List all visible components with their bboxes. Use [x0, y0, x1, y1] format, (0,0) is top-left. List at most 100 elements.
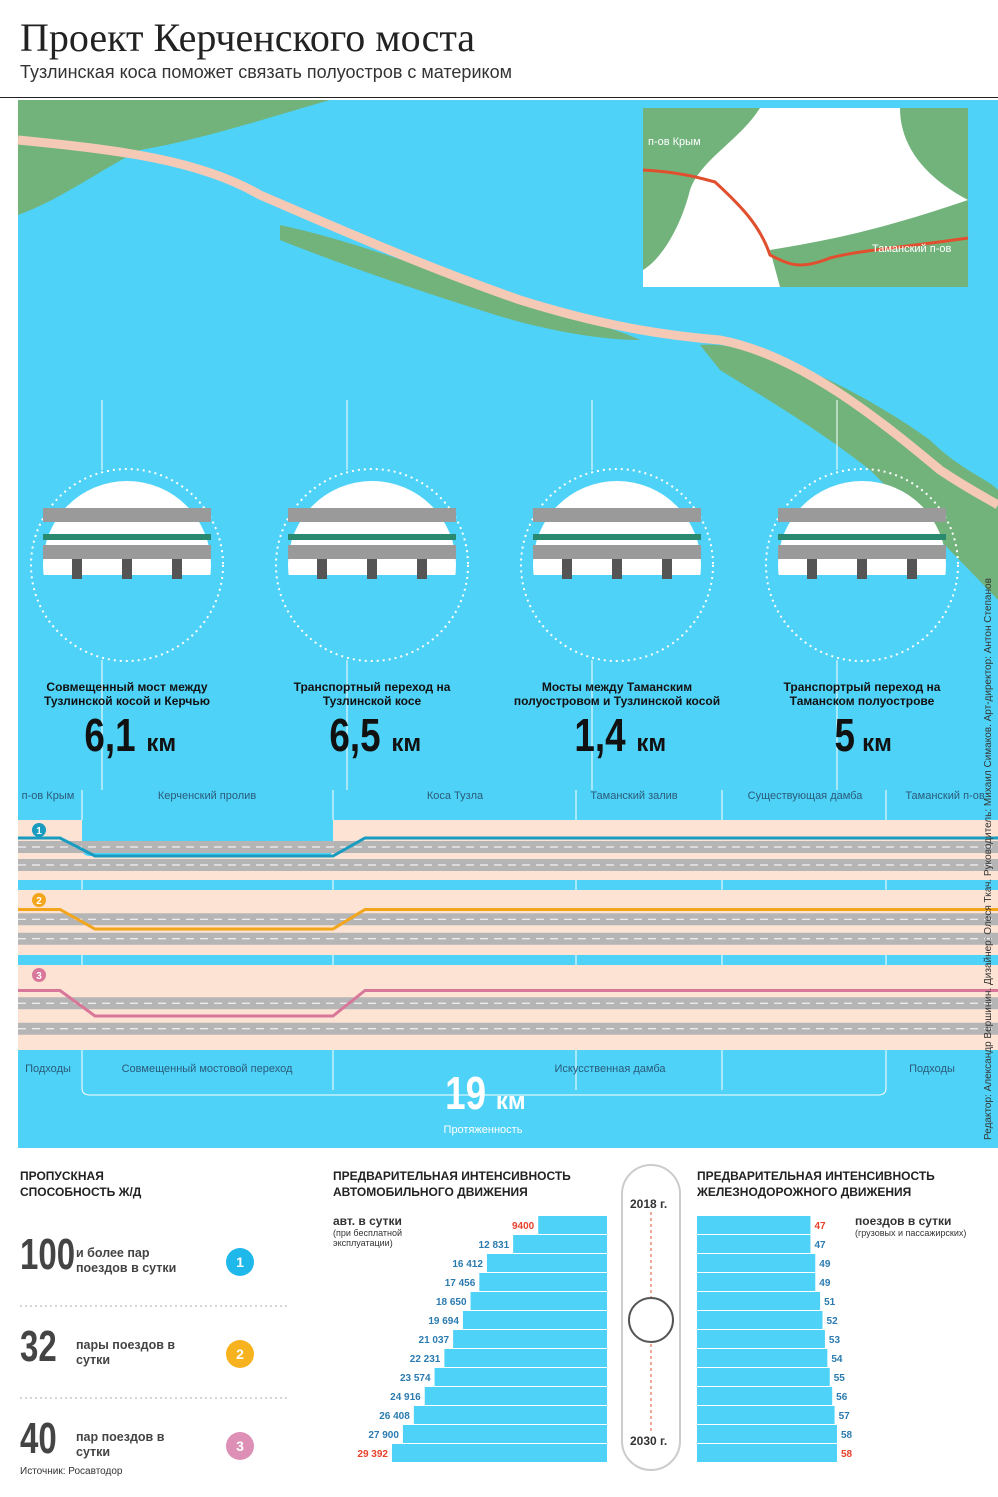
value-label: 29 392	[357, 1449, 388, 1460]
section-title: Транспортный переход на Тузлинской косе	[293, 680, 451, 708]
value-label: 12 831	[479, 1240, 510, 1251]
line-marker-label: 3	[236, 1438, 244, 1454]
capacity-number: 32	[20, 1322, 57, 1371]
bar	[470, 1292, 607, 1310]
timeline-end: 2030 г.	[630, 1434, 668, 1448]
timeline-pill	[621, 1164, 681, 1471]
bar	[697, 1425, 837, 1443]
value-label: 17 456	[445, 1278, 476, 1289]
zone-label: Таманский залив	[590, 790, 678, 802]
total-length-value: 19	[445, 1067, 487, 1119]
bar	[697, 1292, 821, 1310]
deck	[288, 545, 456, 559]
value-label: 26 408	[379, 1411, 410, 1422]
capacity-number: 40	[20, 1414, 57, 1463]
value-label: 49	[819, 1259, 831, 1270]
value-label: 54	[831, 1354, 843, 1365]
value-label: 27 900	[368, 1430, 399, 1441]
line-marker	[226, 1340, 254, 1368]
bar	[697, 1368, 830, 1386]
section-title: Транспортрый переход на Таманском полуос…	[783, 680, 941, 708]
map-label: Таманский п-ов	[872, 243, 952, 255]
bar	[444, 1349, 607, 1367]
bar	[486, 1254, 607, 1272]
capacity-title: Пропускная способность Ж/Д	[20, 1169, 142, 1199]
bar	[697, 1235, 811, 1253]
bar	[434, 1368, 607, 1386]
total-length: 19 км	[373, 1066, 593, 1120]
zone-label: Существующая дамба	[747, 790, 863, 802]
line-marker	[226, 1432, 254, 1460]
bar	[697, 1330, 825, 1348]
profile: 1 2 3	[18, 790, 998, 1096]
source: Источник: Росавтодор	[20, 1466, 123, 1477]
pier	[317, 559, 327, 579]
section-length-unit: км	[391, 730, 422, 757]
bar	[402, 1425, 607, 1443]
bar	[413, 1406, 607, 1424]
deck	[533, 545, 701, 559]
total-bracket	[81, 1075, 887, 1096]
bar	[479, 1273, 607, 1291]
section-length: 6,1 км	[17, 708, 237, 762]
section-illustrations	[30, 400, 959, 790]
section-length-value: 6,1	[84, 709, 136, 761]
line-marker-label: 1	[36, 826, 42, 837]
bar	[513, 1235, 607, 1253]
header-rule	[0, 97, 998, 98]
pier	[172, 559, 182, 579]
deck	[778, 508, 946, 522]
timeline-start: 2018 г.	[630, 1197, 668, 1211]
map-inset-part	[642, 168, 969, 267]
bar	[697, 1216, 811, 1234]
bar	[392, 1444, 607, 1462]
value-label: 23 574	[400, 1373, 431, 1384]
bar	[697, 1254, 816, 1272]
line-marker-label: 2	[236, 1346, 244, 1362]
calendar-icon	[628, 1297, 674, 1343]
value-label: 22 231	[410, 1354, 441, 1365]
bar	[697, 1387, 833, 1405]
deck	[43, 545, 211, 559]
bar	[697, 1311, 823, 1329]
line-marker	[32, 893, 46, 907]
auto-unit: авт. в сутки	[333, 1214, 402, 1228]
deck	[533, 508, 701, 522]
circle-water	[288, 575, 456, 659]
section-length: 6,5 км	[262, 708, 482, 762]
circle-water	[778, 575, 946, 659]
section-length-value: 6,5	[329, 709, 381, 761]
line-marker-label: 3	[36, 971, 42, 982]
circle-frame	[520, 468, 714, 662]
section-length-value: 1,4	[574, 709, 626, 761]
value-label: 19 694	[428, 1316, 459, 1327]
bar	[697, 1444, 837, 1462]
pier	[907, 559, 917, 579]
pier	[417, 559, 427, 579]
bar	[462, 1311, 607, 1329]
pier	[72, 559, 82, 579]
section-title: Мосты между Таманским полуостровом и Туз…	[513, 680, 721, 708]
bar	[424, 1387, 607, 1405]
value-label: 51	[824, 1297, 836, 1308]
pier	[122, 559, 132, 579]
total-length-unit: км	[495, 1088, 526, 1115]
zone-label: п-ов Крым	[21, 790, 75, 802]
deck	[288, 508, 456, 522]
pier	[807, 559, 817, 579]
map-inset-part	[900, 108, 968, 200]
segment-label: Искусственная дамба	[554, 1063, 666, 1075]
pier	[367, 559, 377, 579]
zone-label: Керченский пролив	[157, 790, 257, 802]
map-inset-part	[770, 200, 968, 287]
capacity-number: 100	[20, 1230, 76, 1279]
section-length: 1,4 км	[507, 708, 727, 762]
zone-label: Коса Тузла	[426, 790, 484, 802]
section-length-value: 5	[834, 709, 856, 761]
section-title: Совмещенный мост между Тузлинской косой …	[43, 680, 211, 708]
value-label: 58	[841, 1430, 853, 1441]
value-label: 47	[814, 1221, 826, 1232]
